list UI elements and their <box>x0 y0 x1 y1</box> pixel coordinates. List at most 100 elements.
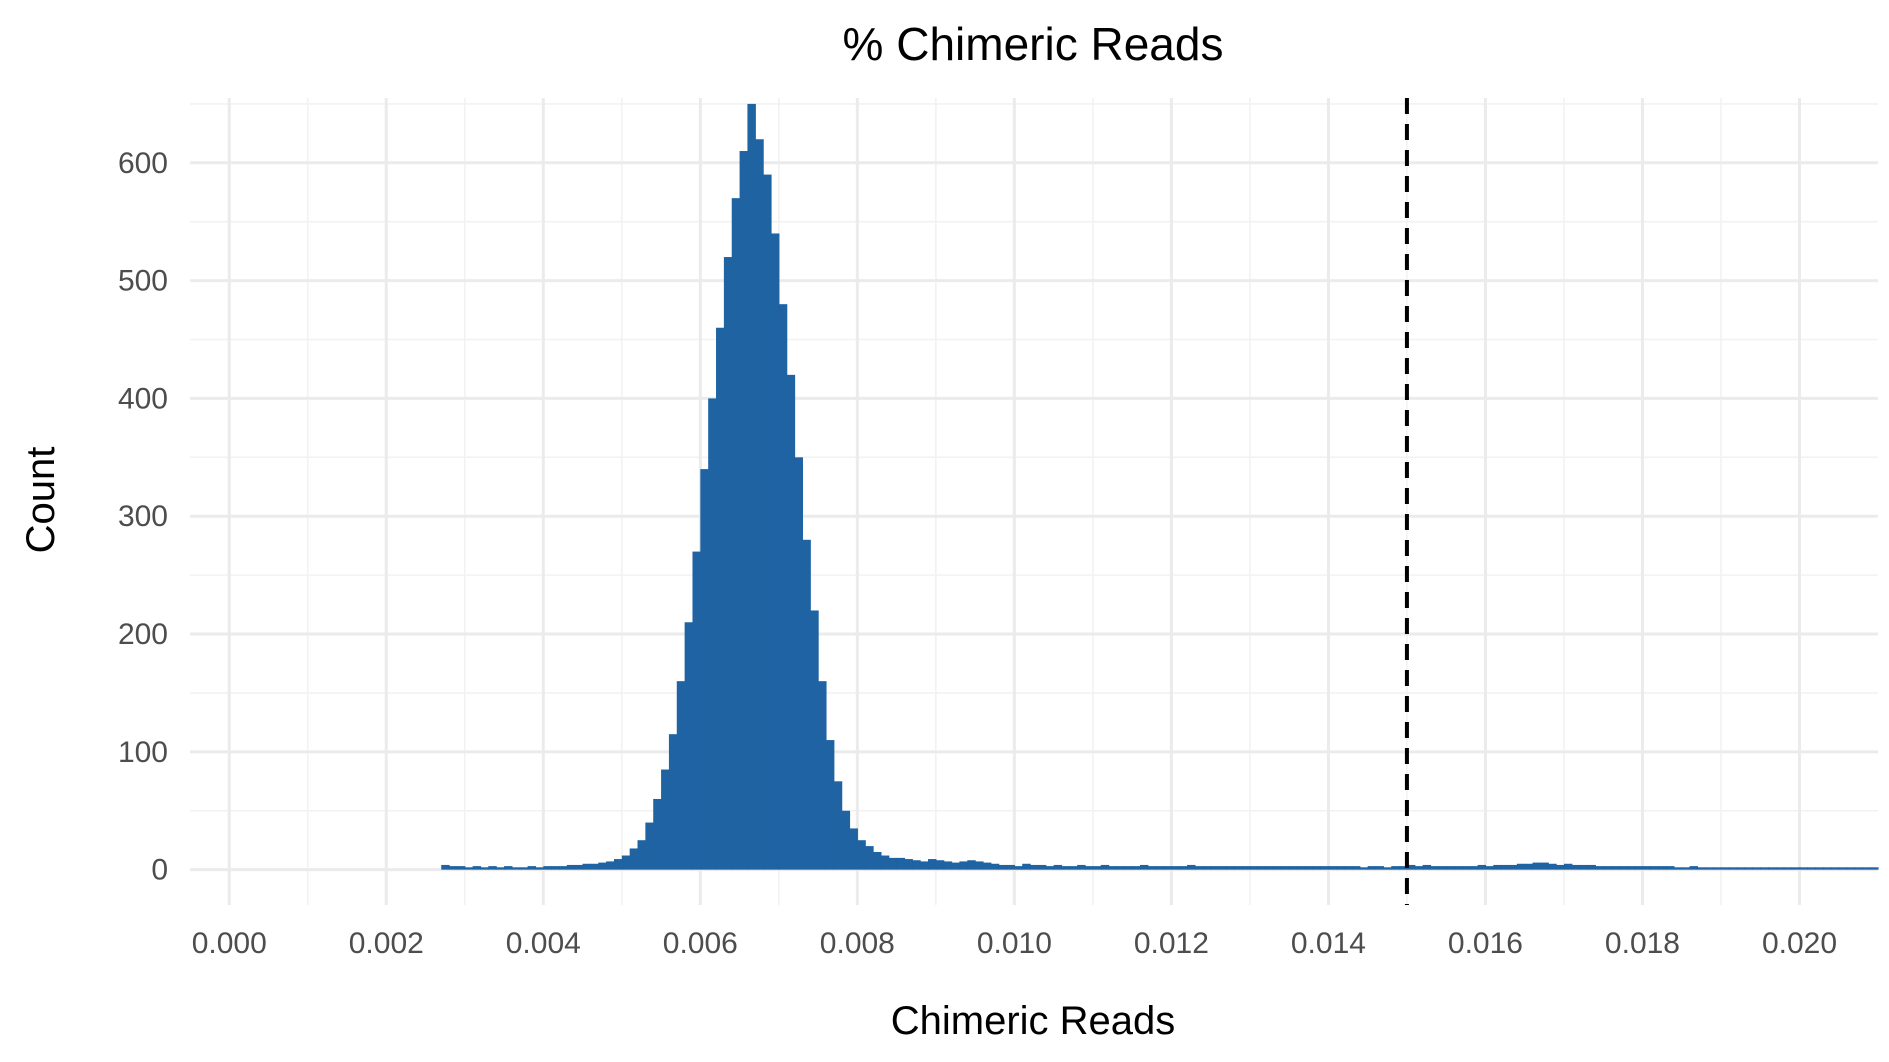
histogram-bar <box>1846 867 1856 870</box>
histogram-bar <box>723 257 733 870</box>
histogram-bar <box>1006 864 1015 870</box>
histogram-bar <box>1328 866 1337 870</box>
histogram-bar <box>692 551 701 870</box>
histogram-bar <box>472 866 482 870</box>
histogram-bar <box>582 863 592 870</box>
histogram-bar <box>566 864 576 870</box>
x-tick-label: 0.016 <box>1448 927 1523 960</box>
histogram-bar <box>1132 866 1141 870</box>
histogram-bar <box>613 859 623 870</box>
histogram-bar <box>778 304 788 870</box>
histogram-bar <box>1532 862 1541 870</box>
histogram-bar <box>786 374 796 870</box>
histogram-bar <box>1446 866 1455 870</box>
histogram-bar <box>998 864 1008 870</box>
histogram-bar <box>1179 866 1188 870</box>
histogram-bar <box>1336 866 1345 870</box>
histogram-bar <box>1799 867 1808 870</box>
histogram-bar <box>1689 866 1699 870</box>
histogram-bar <box>1092 866 1102 870</box>
histogram-bar <box>1391 866 1400 870</box>
histogram-bar <box>1100 864 1110 870</box>
histogram-bar <box>1720 867 1730 870</box>
histogram-bar <box>1783 867 1793 870</box>
histogram-bar <box>1815 867 1824 870</box>
histogram-bar <box>1791 867 1801 870</box>
histogram-bar <box>912 860 921 870</box>
histogram-bar <box>1226 866 1235 870</box>
histogram-bar <box>645 822 654 870</box>
histogram-bar <box>1249 866 1259 870</box>
histogram-bar <box>967 860 976 870</box>
histogram-bar <box>731 198 741 870</box>
histogram-bar <box>1713 867 1722 870</box>
histogram-bar <box>959 861 968 870</box>
grid <box>190 98 1878 905</box>
histogram-bar <box>1744 867 1753 870</box>
histogram-bar <box>1430 866 1439 870</box>
histogram-bar <box>1775 867 1785 870</box>
x-axis-title: Chimeric Reads <box>891 999 1176 1043</box>
histogram-bar <box>1399 866 1408 870</box>
histogram-bar <box>755 139 764 870</box>
histogram-bar <box>1194 866 1204 870</box>
y-tick-label: 100 <box>118 736 168 769</box>
histogram-bar <box>1171 866 1180 870</box>
histogram-bar <box>1603 866 1612 870</box>
histogram-bar <box>480 867 489 870</box>
histogram-bar <box>1516 863 1526 870</box>
y-tick-label: 500 <box>118 265 168 298</box>
histogram-bar <box>456 866 466 870</box>
histogram-bar <box>1611 866 1620 870</box>
x-axis-ticks: 0.000 0.002 0.004 0.006 0.008 0.010 0.012 0.014… <box>192 927 1837 960</box>
histogram-bar <box>1571 864 1581 870</box>
histogram-bar <box>1359 867 1369 870</box>
x-tick-label: 0.018 <box>1605 927 1680 960</box>
histogram-bar <box>1666 866 1675 870</box>
x-tick-label: 0.008 <box>820 927 895 960</box>
histogram-bar <box>1069 866 1078 870</box>
x-tick-label: 0.002 <box>349 927 424 960</box>
histogram-bar <box>888 857 898 870</box>
histogram-bar <box>1242 866 1251 870</box>
histogram-bar <box>1862 867 1871 870</box>
histogram-bar <box>1485 866 1494 870</box>
histogram-bar <box>1045 866 1055 870</box>
x-tick-label: 0.006 <box>663 927 738 960</box>
histogram-bar <box>739 151 749 870</box>
histogram-bar <box>1838 867 1848 870</box>
histogram-bar <box>928 859 937 870</box>
histogram-bar <box>716 327 725 870</box>
histogram-bars <box>441 103 1879 870</box>
histogram-bar <box>1202 866 1212 870</box>
histogram-bar <box>1061 866 1070 870</box>
histogram-bar <box>1139 864 1149 870</box>
histogram-bar <box>990 863 1000 870</box>
histogram-bar <box>951 862 961 870</box>
histogram-bar <box>1469 866 1479 870</box>
histogram-bar <box>833 781 843 870</box>
histogram-bar <box>1728 867 1738 870</box>
y-tick-label: 400 <box>118 382 168 415</box>
histogram-bar <box>1022 863 1031 870</box>
histogram-bar <box>770 233 780 870</box>
histogram-bar <box>1823 867 1832 870</box>
histogram-bar <box>606 861 615 870</box>
histogram-bar <box>574 864 584 870</box>
histogram-bar <box>1626 866 1636 870</box>
histogram-bar <box>1281 866 1290 870</box>
histogram-bar <box>1108 866 1118 870</box>
y-axis-ticks: 0 100 200 300 400 500 600 <box>118 147 168 887</box>
histogram-bar <box>700 469 709 870</box>
histogram-bar <box>1187 864 1196 870</box>
histogram-bar <box>1595 866 1604 870</box>
histogram-bar <box>904 859 913 870</box>
histogram-bar <box>1752 867 1761 870</box>
histogram-bar <box>1124 866 1133 870</box>
histogram-bar <box>496 867 505 870</box>
histogram-bar <box>1155 866 1165 870</box>
histogram-bar <box>1383 867 1392 870</box>
histogram-bar <box>896 857 906 870</box>
histogram-bar <box>935 860 945 870</box>
histogram-bar <box>621 855 631 870</box>
